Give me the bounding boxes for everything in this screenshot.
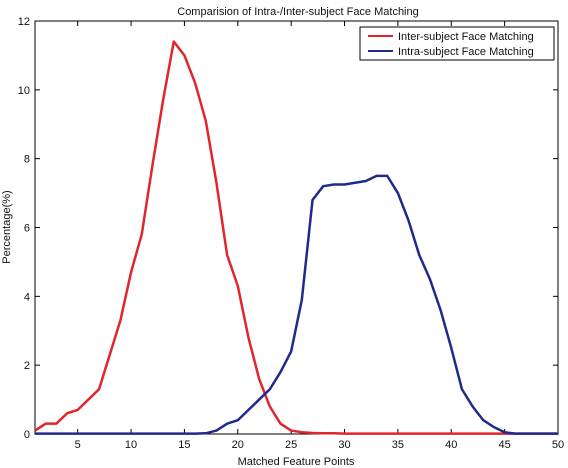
x-axis-label: Matched Feature Points — [238, 456, 355, 468]
x-tick-label: 35 — [392, 439, 404, 451]
chart-title: Comparision of Intra-/Inter-subject Face… — [177, 6, 419, 18]
series-lines — [34, 40, 558, 435]
legend-label-intra: Intra-subject Face Matching — [398, 46, 534, 58]
x-axis-ticks: 5 10 15 20 25 30 35 40 45 50 — [75, 21, 564, 451]
series-line-intra-subject — [35, 174, 558, 435]
x-tick-label: 45 — [499, 439, 511, 451]
y-tick-label: 10 — [18, 85, 30, 97]
x-tick-label: 15 — [178, 439, 190, 451]
legend-box — [359, 26, 555, 61]
x-tick-label: 10 — [125, 439, 137, 451]
y-tick-label: 4 — [24, 291, 30, 303]
y-tick-label: 0 — [24, 429, 30, 441]
y-tick-label: 12 — [18, 16, 30, 28]
x-tick-label: 40 — [445, 439, 457, 451]
x-tick-label: 30 — [338, 439, 350, 451]
x-tick-label: 20 — [232, 439, 244, 451]
y-tick-label: 6 — [24, 223, 30, 235]
x-tick-label: 50 — [552, 439, 564, 451]
legend-label-inter: Inter-subject Face Matching — [398, 31, 534, 43]
y-axis-label: Percentage(%) — [1, 190, 13, 263]
legend: Inter-subject Face Matching Intra-subjec… — [359, 26, 555, 61]
y-tick-label: 8 — [24, 154, 30, 166]
x-tick-label: 5 — [75, 439, 81, 451]
x-tick-label: 25 — [285, 439, 297, 451]
series-line-inter-subject — [34, 40, 558, 435]
y-tick-label: 2 — [24, 360, 30, 372]
plot-area: 5 10 15 20 25 30 35 40 45 50 0 2 4 6 8 10 12 — [18, 16, 564, 451]
